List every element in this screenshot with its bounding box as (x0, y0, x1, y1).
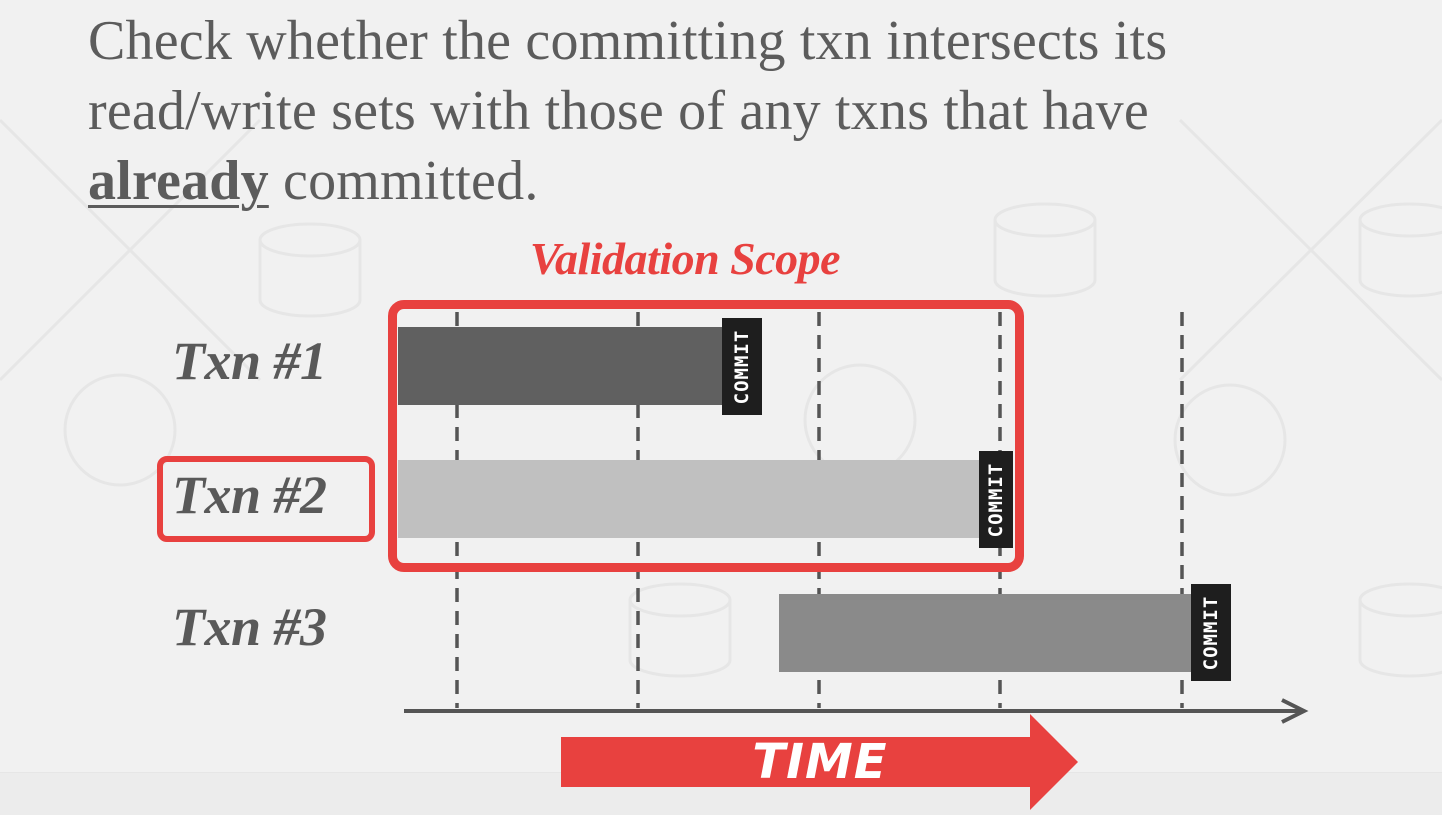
txn-3-commit-tag: COMMIT (1191, 584, 1231, 681)
time-axis-arrowhead (1281, 698, 1309, 724)
headline: Check whether the committing txn interse… (88, 6, 1388, 216)
headline-line-2: read/write sets with those of any txns t… (88, 80, 1149, 142)
validation-scope-box (388, 300, 1024, 572)
txn-1-label: Txn #1 (172, 331, 327, 391)
headline-line-3: already committed. (88, 146, 1388, 216)
txn-2-commit-tag: COMMIT (979, 451, 1013, 548)
time-arrow (561, 714, 1078, 810)
headline-line-1: Check whether the committing txn interse… (88, 10, 1168, 72)
txn-2-highlight-box (157, 456, 375, 542)
txn-2-label: Txn #2 (172, 465, 327, 525)
headline-emphasis: already (88, 150, 269, 212)
txn-1-commit-tag: COMMIT (722, 318, 762, 415)
validation-scope-label: Validation Scope (529, 233, 841, 284)
headline-line-3-rest: committed. (268, 150, 539, 212)
txn-3-commit-label: COMMIT (1200, 595, 1222, 670)
time-label: TIME (752, 734, 888, 790)
txn-3-label: Txn #3 (172, 597, 327, 657)
txn-2-bar (398, 460, 979, 538)
txn-1-bar (398, 327, 723, 405)
txn-3-bar (779, 594, 1193, 672)
